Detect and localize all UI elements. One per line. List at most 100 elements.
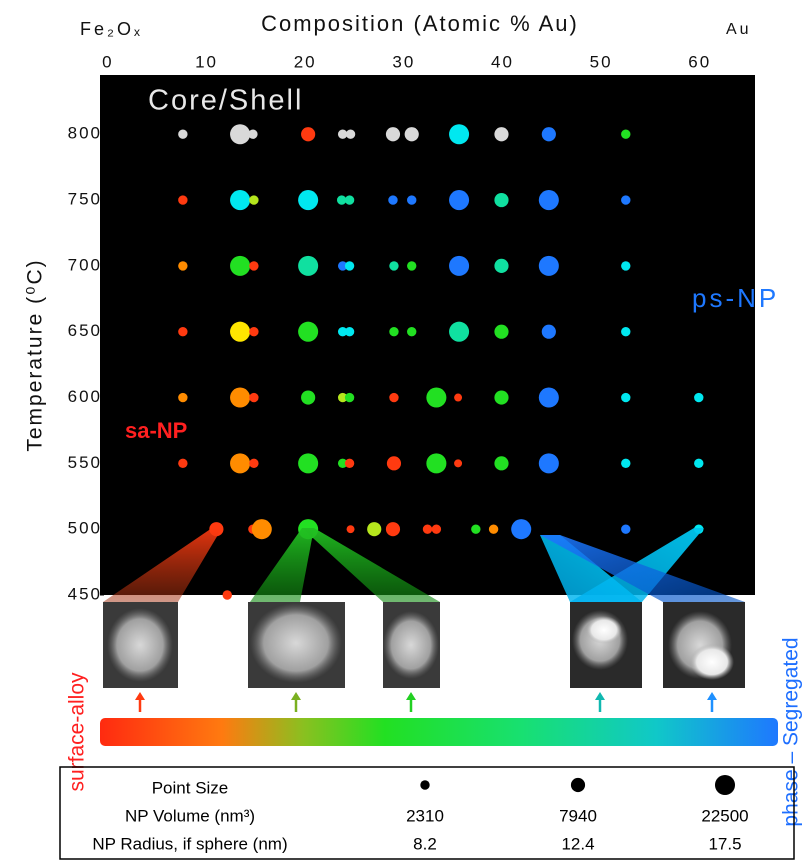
annotation: ps-NP (692, 283, 779, 313)
particle (250, 603, 342, 683)
data-point (621, 327, 630, 336)
data-point (248, 130, 257, 139)
volume-value: 2310 (406, 806, 444, 825)
x-tick-label: 50 (590, 52, 613, 71)
data-point (230, 124, 250, 144)
figure: Composition (Atomic % Au) Fe₂Oₓ Au Tempe… (0, 0, 807, 860)
gradient-label: phase – Segregated (780, 637, 803, 826)
data-point (386, 522, 400, 536)
data-point (345, 393, 354, 402)
data-point (389, 327, 398, 336)
data-point (367, 522, 381, 536)
size-legend-dot (715, 775, 735, 795)
data-point (301, 127, 315, 141)
annotation: Core/Shell (148, 85, 303, 117)
data-point (539, 388, 559, 408)
data-point (511, 519, 531, 539)
y-tick-label: 750 (68, 190, 102, 209)
legend-label: NP Radius, if sphere (nm) (92, 834, 287, 853)
data-point (454, 394, 462, 402)
data-point (694, 459, 703, 468)
data-point (345, 261, 354, 270)
data-point (542, 127, 556, 141)
particle (586, 616, 622, 644)
annotation: sa-NP (125, 418, 187, 443)
data-point (539, 190, 559, 210)
data-point (389, 393, 398, 402)
data-point (489, 524, 498, 533)
data-point (223, 590, 232, 599)
data-point (449, 124, 469, 144)
data-point (449, 190, 469, 210)
data-point (345, 327, 354, 336)
radius-value: 8.2 (413, 834, 437, 853)
data-point (298, 256, 318, 276)
data-point (407, 195, 416, 204)
size-legend-dot (420, 780, 429, 789)
data-point (432, 524, 441, 533)
particle (107, 608, 173, 682)
legend-label: Point Size (152, 778, 229, 797)
x-axis-title: Composition (Atomic % Au) (261, 11, 579, 36)
data-point (230, 190, 250, 210)
x-left-label: Fe₂Oₓ (80, 19, 143, 39)
y-tick-label: 500 (68, 519, 102, 538)
data-point (298, 190, 318, 210)
x-tick-label: 60 (688, 52, 711, 71)
volume-value: 22500 (701, 806, 748, 825)
data-point (230, 322, 250, 342)
data-point (449, 256, 469, 276)
data-point (426, 388, 446, 408)
data-point (389, 261, 398, 270)
size-legend-dot (571, 778, 585, 792)
radius-value: 17.5 (708, 834, 741, 853)
data-point (494, 127, 508, 141)
gradient-bar (100, 718, 778, 746)
data-point (345, 195, 354, 204)
data-point (178, 261, 187, 270)
data-point (178, 459, 187, 468)
data-point (494, 325, 508, 339)
data-point (539, 453, 559, 473)
data-point (386, 127, 400, 141)
gradient-label: surface-alloy (66, 672, 89, 792)
x-tick-label: 40 (491, 52, 514, 71)
data-point (388, 195, 397, 204)
data-point (471, 524, 480, 533)
data-point (249, 393, 258, 402)
volume-value: 7940 (559, 806, 597, 825)
data-point (249, 261, 258, 270)
x-tick-label: 10 (195, 52, 218, 71)
data-point (426, 453, 446, 473)
data-point (621, 524, 630, 533)
data-point (621, 459, 630, 468)
legend-label: NP Volume (nm³) (125, 806, 255, 825)
data-point (230, 388, 250, 408)
data-point (449, 322, 469, 342)
data-point (494, 390, 508, 404)
arrow-head (707, 692, 717, 700)
x-right-label: Au (726, 21, 752, 38)
data-point (230, 453, 250, 473)
arrow-head (291, 692, 301, 700)
plot-area (100, 75, 755, 595)
arrow-head (595, 692, 605, 700)
particle (690, 644, 734, 680)
data-point (407, 327, 416, 336)
tem-images (103, 602, 745, 688)
data-point (178, 393, 187, 402)
y-tick-label: 700 (68, 255, 102, 274)
data-point (249, 459, 258, 468)
data-point (494, 259, 508, 273)
data-point (542, 325, 556, 339)
y-tick-label: 450 (68, 584, 102, 603)
data-point (621, 195, 630, 204)
data-point (621, 130, 630, 139)
data-point (694, 393, 703, 402)
data-point (249, 327, 258, 336)
data-point (423, 524, 432, 533)
data-point (252, 519, 272, 539)
data-point (454, 459, 462, 467)
y-tick-label: 800 (68, 124, 102, 143)
arrow-head (135, 692, 145, 700)
